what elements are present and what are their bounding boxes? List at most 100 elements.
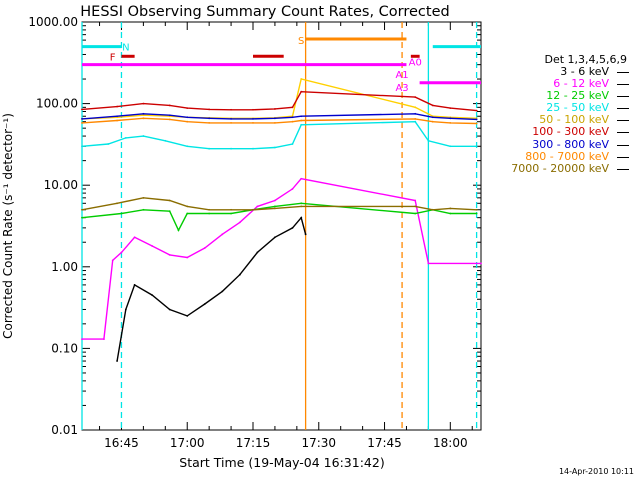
data-point	[274, 205, 276, 208]
legend-swatch	[617, 132, 629, 134]
data-point	[208, 117, 211, 120]
legend-label: 100 - 300 keV	[532, 125, 609, 139]
x-tick-label: 17:30	[301, 436, 336, 450]
data-point	[142, 117, 145, 120]
y-tick-label: 100.00	[36, 97, 78, 111]
data-point	[274, 236, 276, 239]
data-point	[103, 338, 105, 341]
data-point	[208, 108, 211, 111]
legend-label: 800 - 7000 keV	[525, 149, 609, 163]
legend-label: 50 - 100 keV	[539, 113, 609, 127]
legend-swatch	[617, 72, 629, 73]
data-point	[449, 212, 452, 215]
legend-swatch	[617, 120, 629, 122]
data-point	[256, 205, 259, 208]
data-point	[124, 136, 127, 139]
data-point	[449, 145, 452, 148]
data-point	[116, 360, 118, 362]
data-point	[120, 251, 123, 254]
data-point	[168, 104, 171, 107]
data-point	[208, 122, 211, 124]
data-point	[142, 208, 145, 211]
data-point	[168, 114, 171, 117]
data-point	[116, 202, 118, 205]
y-tick-label: 10.00	[44, 178, 78, 192]
flag-bars	[82, 37, 481, 85]
data-point	[291, 188, 294, 190]
data-point	[230, 122, 232, 124]
data-point	[274, 199, 276, 202]
series-line	[81, 117, 477, 125]
data-point	[186, 107, 189, 110]
legend-swatch	[617, 144, 629, 146]
legend-swatch	[617, 84, 629, 86]
legend-swatch	[617, 96, 629, 98]
data-point	[291, 116, 294, 119]
data-point	[274, 122, 276, 124]
data-point	[238, 273, 241, 276]
annotation-label: A3	[395, 83, 408, 94]
data-point	[475, 208, 478, 211]
data-point	[81, 145, 83, 148]
legend: Det 1,3,4,5,6,9 3 - 6 keV 6 - 12 keV 12 - …	[483, 53, 637, 175]
data-point	[168, 253, 171, 256]
data-point	[475, 118, 478, 121]
series-line	[81, 197, 477, 211]
data-point	[475, 109, 478, 112]
data-point	[133, 284, 136, 286]
data-point	[203, 303, 206, 305]
legend-label: 300 - 800 keV	[532, 137, 609, 151]
data-point	[186, 145, 189, 148]
y-axis: 1000.00 100.00 10.00 1.00 0.10 0.01	[28, 15, 481, 437]
annotation-label: F	[110, 52, 116, 63]
data-point	[230, 108, 232, 111]
data-point	[414, 120, 417, 123]
y-tick-label: 0.10	[51, 341, 78, 355]
data-point	[431, 104, 434, 107]
x-tick-label: 18:00	[433, 436, 468, 450]
data-point	[414, 117, 417, 120]
legend-entry: 7000 - 20000 keV	[483, 161, 637, 175]
data-point	[414, 112, 417, 115]
x-tick-label: 17:15	[236, 436, 271, 450]
legend-label: 7000 - 20000 keV	[511, 161, 609, 175]
y-tick-label: 0.01	[51, 423, 78, 437]
data-point	[414, 96, 417, 99]
vertical-markers	[81, 22, 478, 430]
data-point	[291, 226, 294, 229]
data-point	[111, 259, 114, 262]
data-point	[208, 212, 211, 215]
data-point	[449, 117, 452, 120]
data-point	[142, 102, 145, 105]
data-point	[300, 216, 303, 219]
data-point	[414, 205, 417, 208]
legend-entry: 3 - 6 keV	[483, 66, 637, 78]
data-point	[414, 106, 417, 109]
data-point	[186, 256, 189, 259]
data-point	[431, 120, 434, 123]
data-point	[81, 338, 83, 341]
data-point	[274, 207, 276, 210]
data-point	[291, 143, 294, 145]
data-point	[300, 90, 303, 93]
data-point	[230, 147, 232, 150]
data-point	[168, 308, 171, 311]
data-point	[449, 107, 452, 110]
data-point	[300, 202, 303, 205]
legend-label: 3 - 6 keV	[560, 65, 609, 78]
data-point	[252, 122, 254, 124]
legend-swatch	[617, 156, 629, 158]
data-point	[116, 115, 118, 118]
data-point	[142, 196, 145, 199]
legend-title: Det 1,3,4,5,6,9	[544, 53, 627, 66]
legend-label: 12 - 25 keV	[546, 89, 609, 103]
data-point	[414, 199, 417, 202]
data-point	[116, 119, 118, 122]
data-point	[107, 143, 110, 145]
annotation-label: S	[298, 36, 304, 47]
data-point	[116, 105, 118, 108]
data-point	[230, 208, 232, 211]
x-axis: 16:45 17:00 17:15 17:30 17:45 18:00	[99, 22, 473, 450]
data-point	[256, 251, 259, 254]
x-axis-label: Start Time (19-May-04 16:31:42)	[179, 455, 384, 470]
